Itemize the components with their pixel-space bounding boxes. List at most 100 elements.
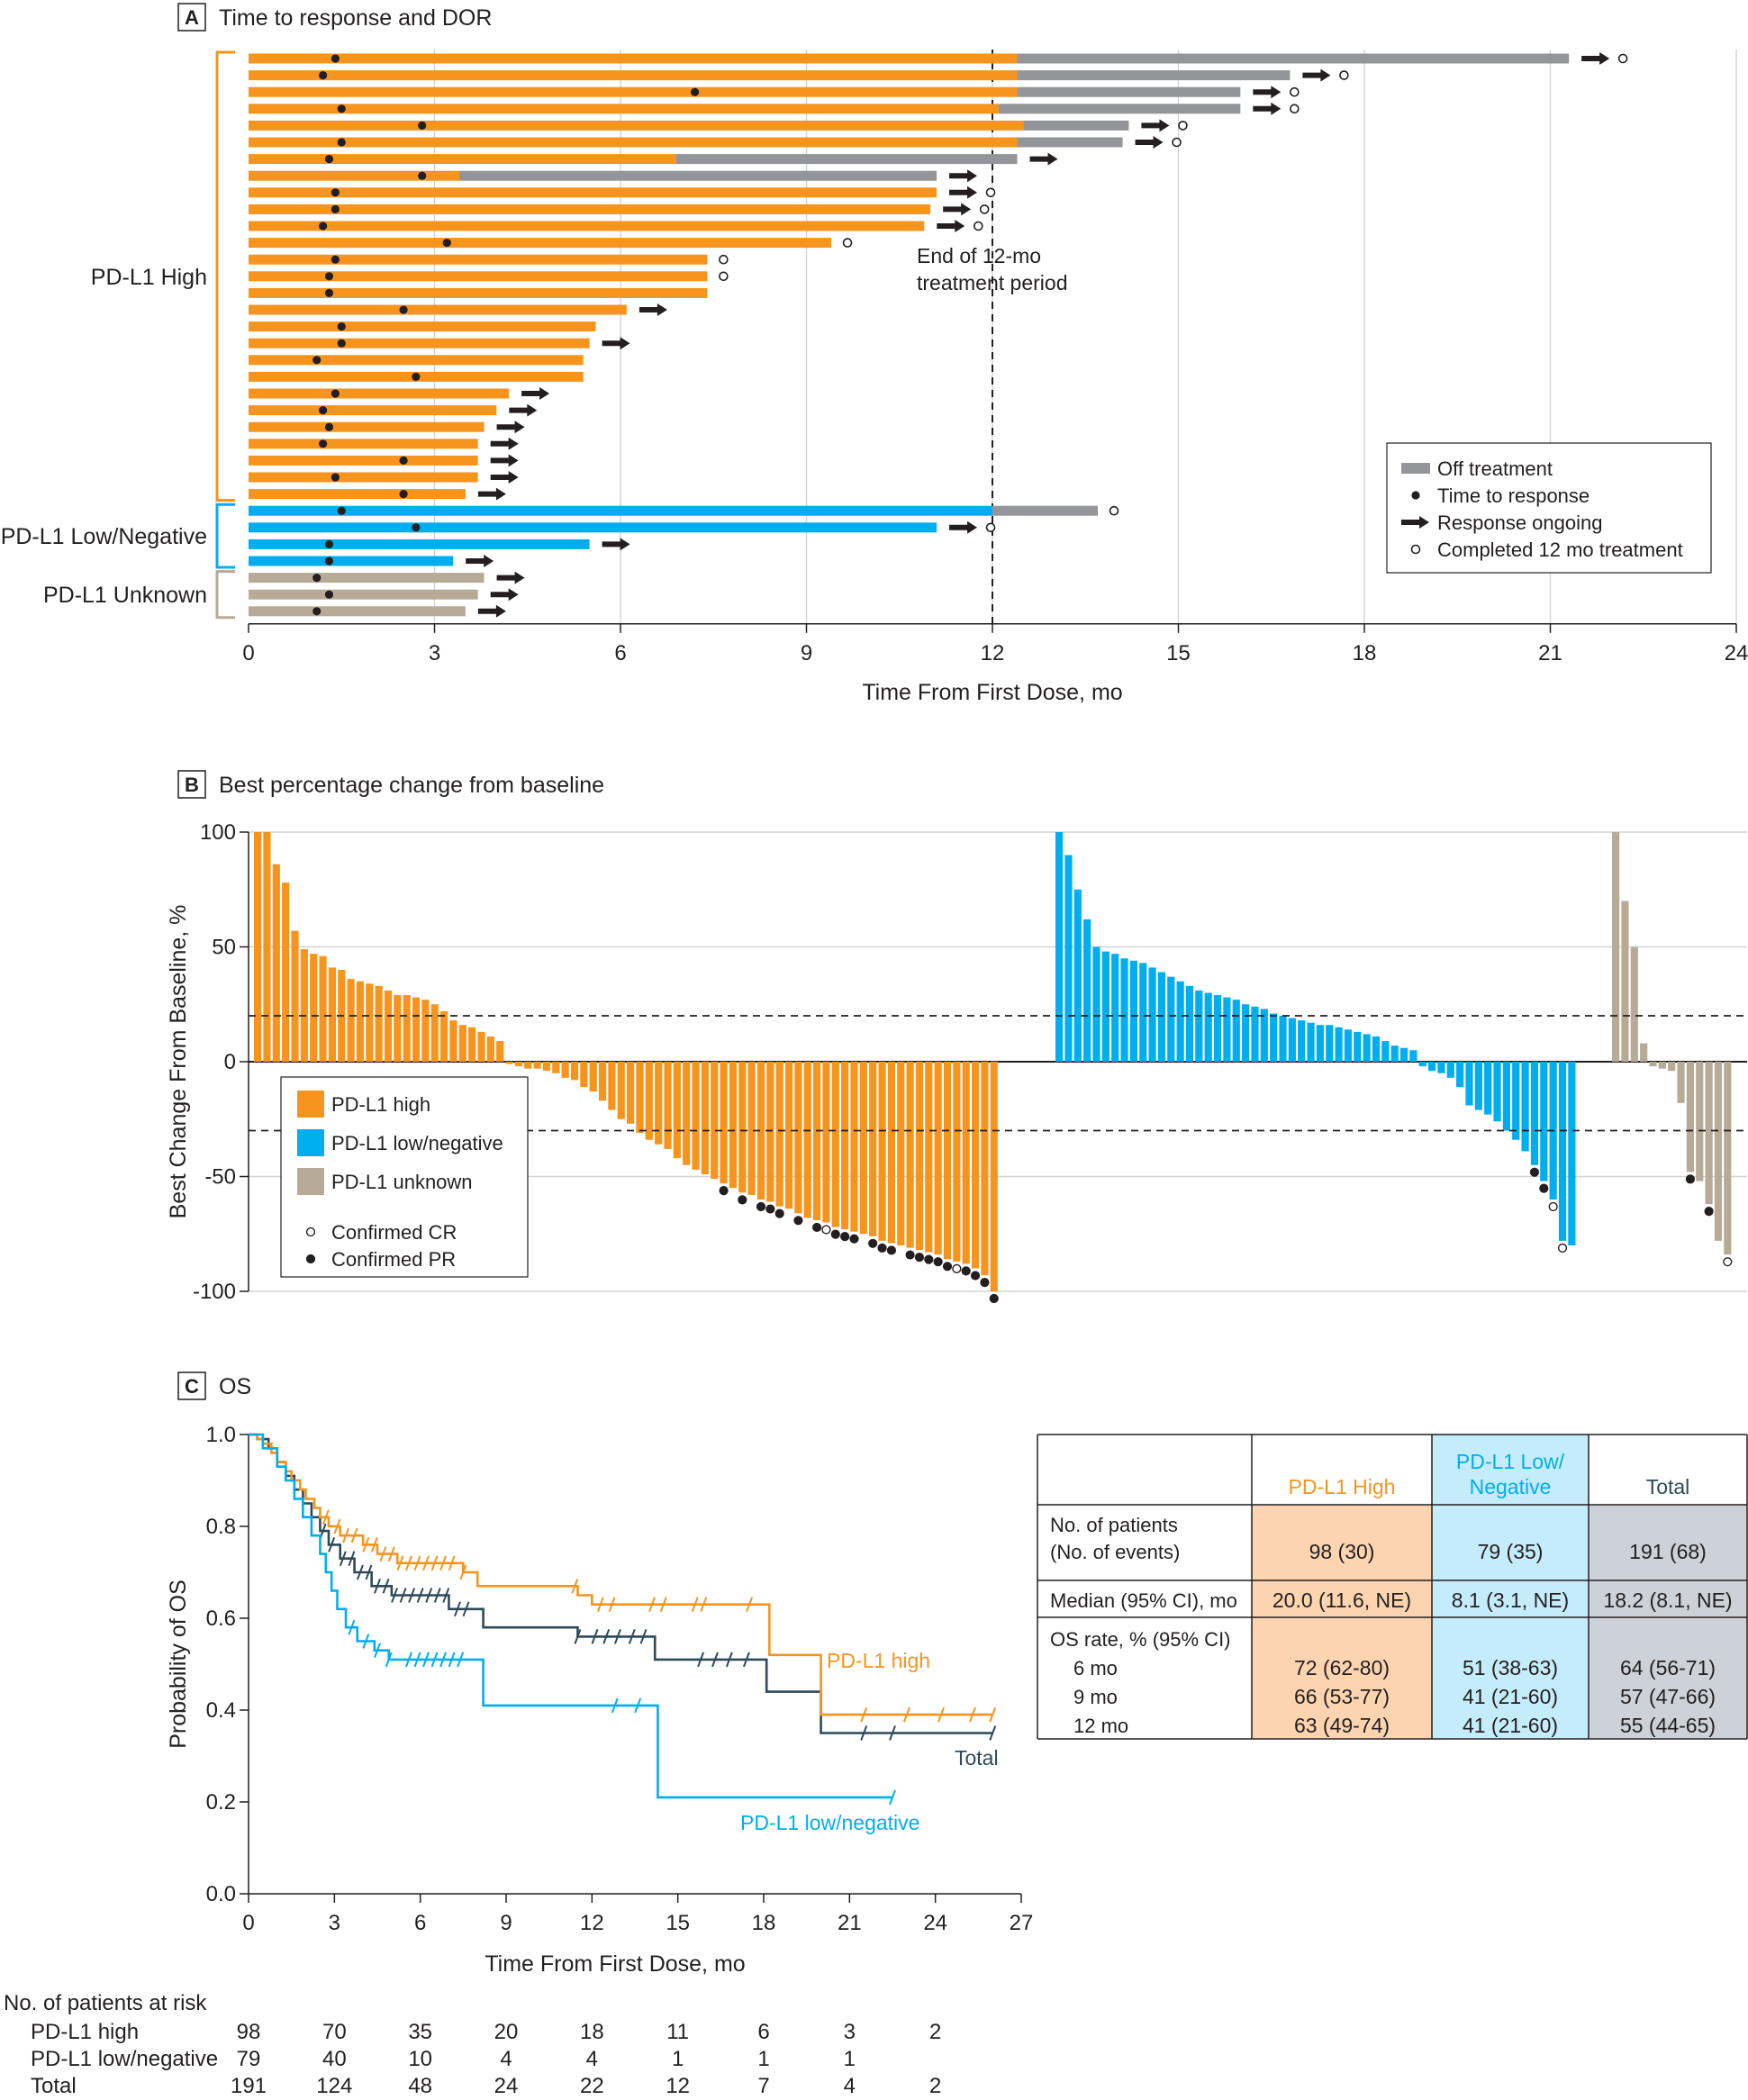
waterfall-bar [1185,985,1194,1062]
waterfall-bar [1696,1062,1704,1181]
waterfall-bar [692,1062,700,1170]
waterfall-bar [915,1062,924,1251]
time-to-response-dot [324,557,334,566]
censor-mark [399,1588,407,1603]
time-to-response-dot [331,204,340,213]
waterfall-bar [701,1062,709,1174]
completed-12mo-marker [1109,505,1119,516]
censor-mark [937,1706,945,1723]
time-to-response-dot [331,188,340,197]
waterfall-bar [1232,1000,1240,1062]
waterfall-bar [272,864,280,1062]
censor-mark [405,1652,412,1668]
censor-mark [902,1706,910,1723]
group-label: PD-L1 High [91,265,207,290]
x-tick-label: 27 [1010,1911,1034,1935]
waterfall-bar [1055,832,1064,1062]
x-axis-label: Time From First Dose, mo [862,680,1122,705]
completed-12mo-marker [1290,86,1300,97]
confirmed-pr-marker [868,1238,878,1248]
confirmed-pr-marker [719,1186,729,1196]
risk-table-cell: 10 [408,2047,432,2071]
treatment-bar [249,573,485,584]
censor-mark [634,1697,642,1714]
waterfall-bar [505,1062,513,1064]
off-treatment-bar [1023,120,1129,131]
response-ongoing-arrow [639,303,667,316]
waterfall-bar [953,1062,961,1262]
waterfall-bar [664,1062,672,1149]
confirmed-pr-marker [989,1293,999,1304]
censor-mark [413,1652,421,1668]
x-tick-label: 12 [981,641,1005,665]
group-label: PD-L1 Unknown [43,583,207,608]
treatment-bar [249,287,708,298]
time-to-response-dot [442,239,451,248]
treatment-bar [249,187,937,198]
table-row-label: (No. of events) [1050,1541,1180,1563]
waterfall-bar [1242,1004,1250,1062]
legend-open-circle [1410,544,1421,555]
y-tick-label: -100 [193,1280,236,1304]
confirmed-pr-marker [1704,1206,1714,1217]
time-to-response-dot [324,155,334,164]
completed-12mo-marker [1178,121,1188,131]
censor-mark [385,1652,393,1668]
confirmed-pr-marker [970,1271,981,1281]
waterfall-bar [524,1062,532,1069]
waterfall-bar [1686,1062,1694,1172]
censor-mark [648,1597,657,1613]
treatment-bar [249,170,460,181]
censor-mark [448,1652,456,1668]
treatment-bar [249,137,1018,148]
censor-mark [462,1601,470,1617]
risk-table-cell: 1 [757,2047,769,2071]
table-cell: 41 (21-60) [1463,1714,1558,1737]
legend-label: Time to response [1437,484,1590,507]
waterfall-bar [1316,1025,1324,1062]
panel-a-swimmer-plot: A Time to response and DOR 0 3 6 9 12 15 18 21 24 T… [1,3,1748,705]
panel-title: Time to response and DOR [219,5,492,31]
censor-mark [989,1706,997,1723]
waterfall-bar [552,1062,560,1073]
response-ongoing-arrow [509,403,538,417]
waterfall-bar [310,954,318,1062]
censor-mark [611,1697,619,1714]
confirmed-pr-marker [849,1234,859,1244]
time-to-response-dot [319,71,328,80]
treatment-bar [249,455,478,466]
censor-mark [322,1509,330,1525]
censor-mark [697,1652,705,1668]
x-tick-label: 18 [752,1911,776,1935]
waterfall-bar [1418,1062,1426,1067]
treatment-bar [249,421,485,432]
response-ongoing-arrow [490,588,519,602]
waterfall-bar [859,1062,867,1235]
time-to-response-dot [412,523,421,532]
legend-marker [305,1227,316,1237]
censor-mark [454,1601,461,1617]
treatment-bar [249,271,708,282]
waterfall-bar [1512,1062,1520,1140]
waterfall-bar [925,1062,933,1253]
waterfall-bar [477,1031,485,1062]
treatment-bar [249,120,1024,131]
time-to-response-dot [399,305,408,314]
treatment-bar [249,53,1018,64]
panel-letter: B [185,774,199,796]
waterfall-bar [1157,972,1166,1062]
waterfall-bar [747,1062,756,1195]
waterfall-bar [300,949,308,1062]
table-cell: 191 (68) [1629,1540,1707,1563]
waterfall-bar [1484,1062,1492,1115]
censor-mark [396,1555,404,1571]
waterfall-bar [711,1062,719,1180]
curve-label: Total [955,1746,999,1770]
waterfall-bar [831,1062,839,1227]
table-total-column-fill [1589,1505,1747,1739]
risk-table-cell: 1 [844,2047,856,2071]
censor-mark [639,1629,648,1644]
waterfall-bar [887,1062,895,1244]
confirmed-pr-marker [942,1262,953,1272]
completed-12mo-marker [1339,70,1349,80]
